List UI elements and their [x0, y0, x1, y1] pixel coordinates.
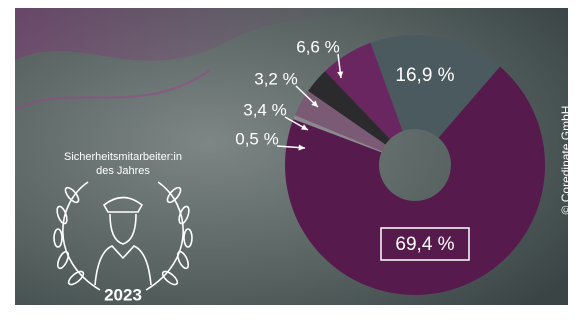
badge-year: 2023: [104, 285, 142, 304]
value-label: 16,9 %: [395, 65, 454, 86]
value-label: 69,4 %: [395, 234, 454, 255]
value-label: 6,6 %: [296, 37, 339, 56]
value-label: 3,4 %: [243, 100, 286, 119]
badge-title: Sicherheitsmitarbeiter:in: [64, 151, 182, 163]
badge-title: des Jahres: [96, 165, 150, 177]
credit: © Coredinate GmbH: [559, 106, 573, 215]
chart: Sicherheitsmitarbeiter:in des Jahres 202…: [0, 0, 583, 318]
value-label: 3,2 %: [254, 69, 297, 88]
value-label: 0,5 %: [235, 129, 278, 148]
